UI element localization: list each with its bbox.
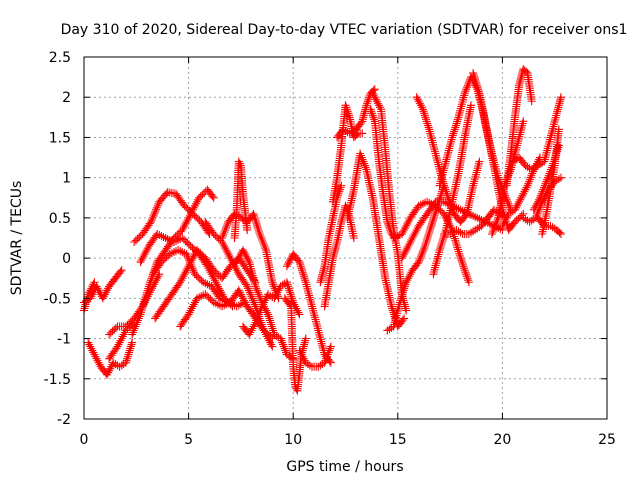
series-track-29 [398, 197, 507, 263]
series-markers [230, 157, 252, 242]
y-tick-label: 2.5 [49, 50, 71, 66]
series-track-5 [105, 318, 139, 363]
y-tick-label: 1 [62, 171, 71, 187]
series-track-19 [295, 342, 335, 371]
series-markers [498, 153, 545, 230]
series-markers [343, 149, 409, 331]
x-axis-label: GPS time / hours [286, 459, 403, 475]
series-markers [239, 278, 304, 339]
series-track-37 [502, 65, 536, 190]
series-markers [508, 93, 565, 174]
series-markers [469, 69, 515, 214]
plot-frame [83, 56, 608, 420]
chart-title: Day 310 of 2020, Sidereal Day-to-day VTE… [61, 22, 628, 38]
series-markers [130, 188, 214, 246]
series-markers [320, 201, 358, 311]
series-markers [502, 65, 536, 190]
series-track-38 [508, 93, 565, 174]
series-track-42 [534, 213, 565, 238]
series-track-16 [239, 278, 304, 339]
x-tick-label: 25 [598, 432, 616, 448]
series-track-36 [498, 153, 545, 230]
series-track-26 [368, 89, 411, 315]
series-markers [282, 250, 335, 367]
x-tick-label: 15 [389, 432, 407, 448]
series-track-14 [230, 157, 252, 242]
y-tick-label: 1.5 [49, 130, 71, 146]
y-tick-label: -1 [57, 332, 71, 348]
series-track-20 [316, 181, 346, 287]
x-tick-label: 20 [493, 432, 511, 448]
x-tick-label: 5 [184, 432, 193, 448]
y-axis-label: SDTVAR / TECUs [9, 181, 25, 296]
y-tick-label: -0.5 [44, 291, 71, 307]
series-markers [84, 338, 137, 379]
series-markers [295, 342, 335, 371]
y-tick-label: 0.5 [49, 211, 71, 227]
axis-ticks: 0 5 10 15 20 25 -2 -1.5 -1 -0.5 0 0.5 1 1.5 2 2.5 [44, 50, 616, 448]
series-markers [398, 197, 507, 263]
x-tick-label: 0 [80, 432, 89, 448]
series-track-24 [343, 149, 409, 331]
series-track-3 [84, 338, 137, 379]
series-track-7 [130, 188, 214, 246]
series-track-21 [320, 201, 358, 311]
y-tick-label: -1.5 [44, 372, 71, 388]
series-markers [368, 89, 411, 315]
series-markers [534, 213, 565, 238]
series-markers [316, 181, 346, 287]
x-tick-label: 10 [284, 432, 302, 448]
series-track-18 [282, 250, 335, 367]
data-points [80, 65, 565, 395]
series-track-34 [469, 69, 515, 214]
y-tick-label: -2 [57, 412, 71, 428]
series-markers [105, 318, 139, 363]
y-tick-label: 0 [62, 251, 71, 267]
y-tick-label: 2 [62, 90, 71, 106]
